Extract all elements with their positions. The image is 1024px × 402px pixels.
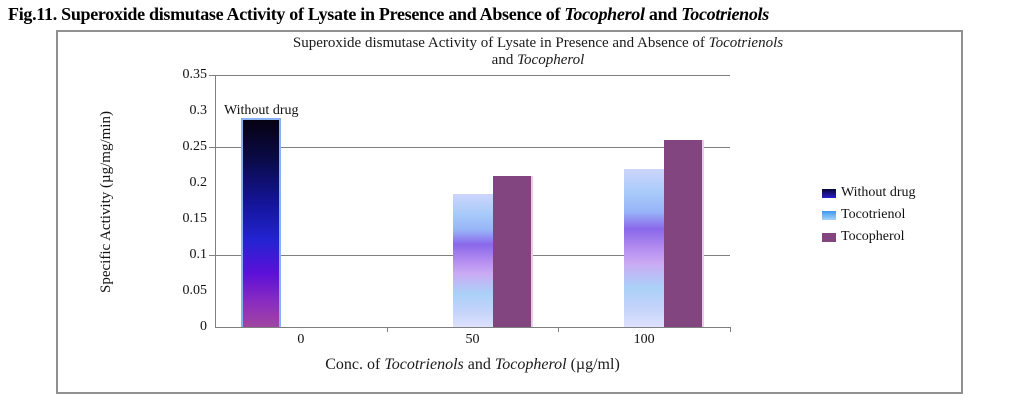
y-tick-label: 0: [200, 319, 207, 334]
y-tick-label: 0.25: [182, 139, 208, 154]
text-segment: Superoxide dismutase Activity of Lysate …: [292, 35, 709, 51]
x-tick-label: 0: [297, 332, 305, 347]
legend-swatch-tocopherol-icon: [822, 232, 836, 242]
x-tick-mark: [558, 327, 560, 332]
x-tick-mark: [386, 327, 388, 332]
text-segment: and: [491, 52, 518, 68]
legend-label: Tocotrienol: [841, 207, 906, 222]
bar-tocotrienol-cat100: [624, 168, 665, 327]
italic-text-segment: Tocopherol: [517, 52, 585, 68]
y-tick-label: 0.2: [189, 175, 208, 190]
y-tick-label: 0.1: [189, 247, 208, 262]
text-segment: Conc. of: [325, 356, 385, 373]
legend-swatch-tocotrienol-icon: [822, 210, 836, 220]
x-axis-line: [215, 327, 730, 328]
legend-item-without_drug: Without drug: [822, 182, 962, 204]
bar-annotation: Without drug: [224, 103, 299, 118]
y-tick-label: 0.3: [189, 103, 208, 118]
chart-title-line1: Superoxide dismutase Activity of Lysate …: [258, 35, 818, 52]
figure-caption: Fig.11. Superoxide dismutase Activity of…: [8, 4, 1020, 25]
y-tick-label: 0.05: [182, 283, 208, 298]
x-tick-label: 100: [633, 332, 655, 347]
italic-text-segment: Tocotrienols: [681, 4, 769, 24]
bar-tocopherol-cat50: [492, 175, 533, 327]
gridline: [209, 147, 730, 148]
gridline: [209, 75, 730, 76]
italic-text-segment: Tocotrienols: [384, 356, 464, 373]
text-segment: and: [644, 4, 682, 24]
y-tick-label: 0.15: [182, 211, 208, 226]
x-axis-title: Conc. of Tocotrienols and Tocopherol (µg…: [215, 356, 730, 374]
y-tick-label: 0.35: [182, 67, 208, 82]
chart-legend: Without drug Tocotrienol Tocopherol: [822, 182, 962, 248]
text-segment: Fig.11. Superoxide dismutase Activity of…: [8, 4, 565, 24]
legend-item-tocotrienol: Tocotrienol: [822, 204, 962, 226]
plot-area: 0.35 0.3 0.25 0.2 0.15 0.1 0.05 0 0 50 100: [58, 32, 961, 392]
x-tick-label: 50: [465, 332, 480, 347]
bar-tocotrienol-cat50: [452, 193, 493, 327]
italic-text-segment: Tocopherol: [564, 4, 645, 24]
italic-text-segment: Tocopherol: [494, 356, 567, 373]
bar-tocopherol-cat100: [664, 139, 705, 327]
chart-title: Superoxide dismutase Activity of Lysate …: [258, 35, 818, 69]
chart-frame: Superoxide dismutase Activity of Lysate …: [56, 30, 963, 394]
y-axis-line: [215, 75, 216, 327]
legend-label: Tocopherol: [841, 229, 905, 244]
bar-without-drug-cat0: [240, 118, 281, 327]
x-tick-mark: [730, 327, 731, 332]
italic-text-segment: Tocotrienols: [708, 35, 784, 51]
legend-swatch-without_drug-icon: [822, 188, 836, 198]
legend-label: Without drug: [841, 185, 916, 200]
text-segment: and: [463, 356, 495, 373]
legend-item-tocopherol: Tocopherol: [822, 226, 962, 248]
text-segment: (µg/ml): [566, 356, 620, 373]
chart-title-line2: and Tocopherol: [258, 52, 818, 69]
